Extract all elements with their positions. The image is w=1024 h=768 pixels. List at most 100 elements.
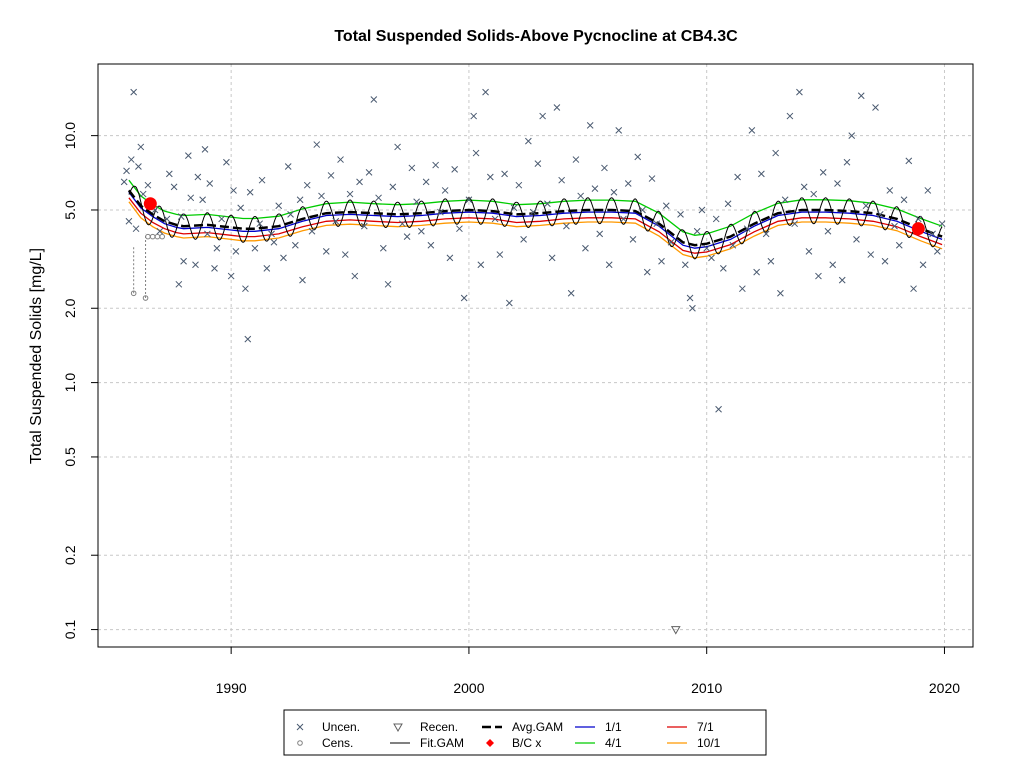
uncensored-point (791, 220, 799, 228)
uncensored-point (263, 265, 271, 272)
uncensored-point (132, 225, 140, 233)
uncensored-point (232, 247, 240, 255)
uncensored-point (137, 143, 145, 151)
uncensored-point (686, 294, 694, 302)
legend-label: Uncen. (322, 720, 360, 734)
uncensored-point (525, 137, 532, 145)
uncensored-point (120, 178, 128, 186)
uncensored-point (408, 164, 416, 172)
uncensored-point (427, 241, 435, 249)
uncensored-point (862, 202, 870, 210)
uncensored-point (356, 178, 363, 186)
uncensored-point (567, 289, 575, 297)
uncensored-point (734, 173, 741, 181)
uncensored-point (251, 244, 259, 252)
uncensored-point (437, 208, 444, 216)
uncensored-point (237, 204, 245, 212)
uncensored-point (441, 187, 449, 194)
chart-title: Total Suspended Solids-Above Pycnocline … (334, 28, 738, 45)
uncensored-point (451, 166, 459, 173)
uncensored-point (605, 261, 613, 269)
uncensored-point (501, 170, 508, 178)
uncensored-point (291, 241, 299, 249)
uncensored-point (662, 202, 670, 210)
uncensored-point (384, 280, 392, 288)
legend-entry-blue-line: 1/1 (575, 720, 622, 734)
uncensored-point (332, 217, 340, 225)
uncensored-point (403, 233, 411, 240)
uncensored-point (758, 170, 765, 178)
uncensored-point (748, 127, 756, 134)
uncensored-point (753, 268, 760, 276)
uncensored-point (351, 272, 359, 280)
legend-label: B/C x (512, 736, 541, 750)
uncensored-point (244, 335, 252, 343)
series-line-month-10 (128, 201, 943, 259)
legend-label: 4/1 (605, 736, 622, 750)
uncensored-point (127, 156, 135, 163)
uncensored-point (586, 122, 594, 129)
uncensored-point (900, 196, 908, 204)
uncensored-point (486, 173, 494, 181)
uncensored-point (786, 112, 794, 120)
x-tick-label: 2010 (691, 680, 722, 696)
uncensored-point (800, 183, 808, 191)
recensored-point (670, 626, 681, 635)
y-tick-label: 10.0 (62, 122, 78, 149)
legend-diamond-icon (486, 739, 494, 747)
uncensored-point (394, 143, 401, 151)
uncensored-point (365, 169, 373, 176)
uncensored-point (933, 247, 941, 255)
uncensored-point (180, 257, 187, 265)
uncensored-point (824, 227, 832, 235)
uncensored-point (563, 222, 570, 230)
grid-layer (98, 64, 973, 647)
uncensored-point (313, 141, 321, 148)
uncensored-point (270, 238, 278, 246)
uncensored-point (246, 188, 254, 196)
legend-circle-icon (297, 740, 303, 746)
uncensored-point (389, 183, 397, 191)
uncensored-point (648, 175, 656, 182)
uncensored-point (465, 196, 473, 204)
uncensored-point (379, 244, 387, 252)
uncensored-point (534, 160, 542, 168)
uncensored-point (715, 405, 722, 413)
series-line-avg-gam (127, 189, 943, 247)
series-line-month-1 (128, 191, 943, 249)
uncensored-point (781, 196, 789, 204)
uncensored-point (177, 213, 185, 220)
uncensored-point (170, 183, 178, 191)
uncensored-point (491, 215, 499, 223)
uncensored-point (175, 280, 183, 288)
legend-label: 7/1 (697, 720, 714, 734)
bc-point (143, 197, 157, 211)
uncensored-point (539, 112, 546, 120)
uncensored-point (843, 158, 851, 166)
uncensored-point (375, 194, 382, 202)
uncensored-point (130, 88, 138, 96)
uncensored-point (206, 180, 214, 187)
axis-layer: 1990 2000 2010 2020 0.1 0.2 0.5 1.0 2.0 5.0 10.0 (62, 122, 960, 696)
uncensored-point (698, 206, 706, 214)
uncensored-point (477, 261, 485, 269)
uncensored-point (558, 176, 566, 184)
censored-point (154, 233, 161, 240)
uncensored-point (432, 161, 439, 169)
uncensored-point (218, 215, 225, 223)
uncensored-point (337, 156, 344, 163)
uncensored-point (548, 254, 556, 262)
uncensored-point (853, 236, 860, 243)
uncensored-point (796, 88, 803, 96)
uncensored-point (199, 196, 206, 204)
legend-label: 1/1 (605, 720, 622, 734)
uncensored-point (739, 285, 746, 293)
uncensored-point (370, 96, 378, 103)
uncensored-point (743, 225, 751, 233)
uncensored-point (413, 198, 420, 206)
uncensored-point (848, 132, 856, 139)
uncensored-point (211, 265, 218, 272)
uncensored-point (184, 152, 192, 159)
uncensored-point (620, 215, 627, 223)
uncensored-point (719, 265, 727, 272)
